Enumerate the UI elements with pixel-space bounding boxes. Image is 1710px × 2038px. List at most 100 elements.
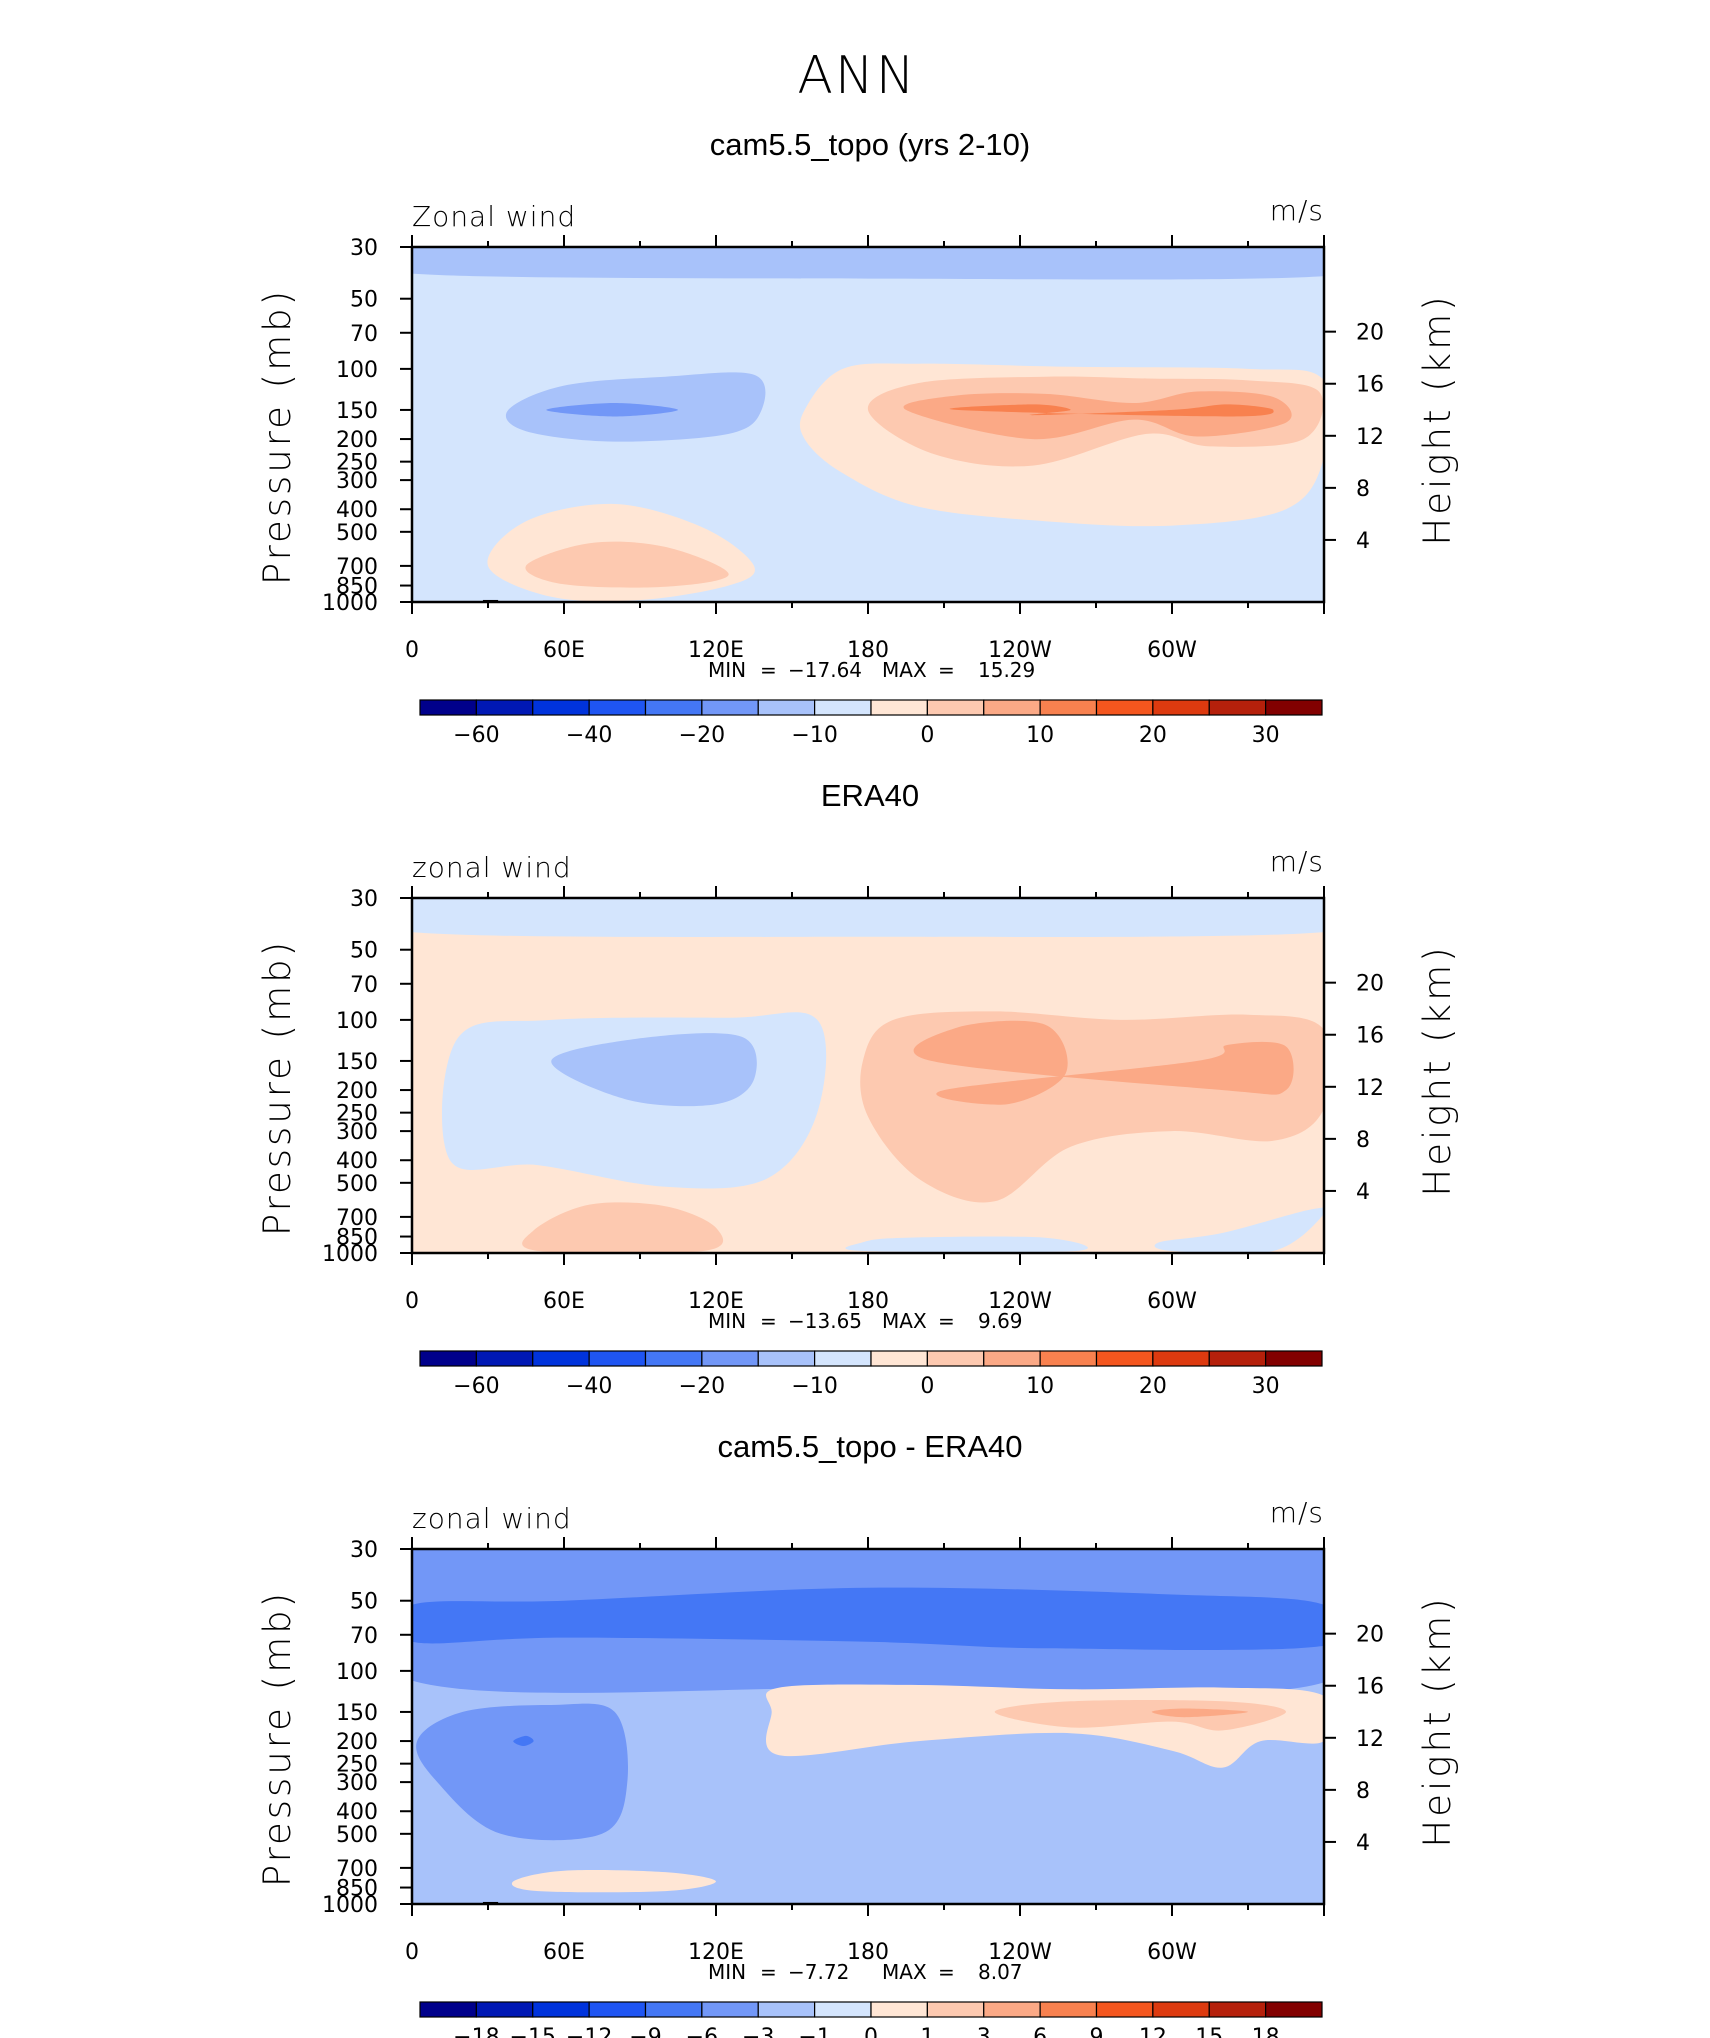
colorbar-box — [1095, 2001, 1154, 2018]
y-tick-label: 200 — [336, 428, 378, 453]
y2-tick-label: 8 — [1356, 1128, 1370, 1153]
colorbar-box — [814, 2001, 872, 2018]
colorbar-box — [926, 2001, 985, 2018]
equals-sign: = — [760, 1309, 777, 1333]
contour-region — [412, 1587, 1324, 1651]
y2-tick-label: 16 — [1356, 1024, 1384, 1049]
colorbar-box — [1208, 1350, 1267, 1367]
x-tick-label: 120E — [688, 638, 744, 663]
colorbar-label: 18 — [1252, 2025, 1280, 2038]
y-tick-label: 50 — [350, 939, 378, 964]
x-axis-ticks — [411, 886, 1325, 1265]
y2-tick-label: 12 — [1356, 1076, 1384, 1101]
y-tick-label: 400 — [336, 1800, 378, 1825]
min-label: MIN — [708, 1309, 746, 1333]
colorbar-box — [701, 2001, 759, 2018]
colorbar-box — [419, 1350, 477, 1367]
colorbar-box — [814, 699, 872, 716]
colorbar-box — [1152, 2001, 1210, 2018]
y-axis-ticks — [400, 246, 1336, 603]
colorbar-box — [1265, 699, 1323, 716]
equals-sign: = — [760, 658, 777, 682]
colorbar-label: −18 — [453, 2025, 499, 2038]
y-tick-label: 1000 — [322, 1242, 378, 1267]
colorbar-box — [1095, 1350, 1154, 1367]
colorbar-label: −12 — [566, 2025, 612, 2038]
colorbar-label: 20 — [1139, 723, 1167, 748]
x-tick-label: 60E — [543, 1940, 585, 1965]
y-tick-label: 300 — [336, 1771, 378, 1796]
variable-label: zonal wind — [412, 851, 572, 884]
y-tick-label: 250 — [336, 1102, 378, 1127]
y-tick-label: 150 — [336, 1050, 378, 1075]
x-tick-label: 60W — [1147, 1289, 1197, 1314]
y-tick-label: 70 — [350, 322, 378, 347]
colorbar-box — [870, 2001, 928, 2018]
x-tick-label: 0 — [405, 638, 419, 663]
colorbar-label: −60 — [453, 1374, 499, 1399]
x-axis-ticks — [411, 235, 1325, 614]
contour-region — [845, 1236, 1088, 1253]
min-label: MIN — [708, 1960, 746, 1984]
colorbar-box — [588, 2001, 647, 2018]
colorbar-label: −20 — [679, 723, 725, 748]
x-tick-label: 120W — [988, 1289, 1052, 1314]
max-value: 9.69 — [978, 1309, 1023, 1333]
y-tick-label: 850 — [336, 1877, 378, 1902]
colorbar-label: 0 — [920, 1374, 934, 1399]
colorbar-label: 3 — [977, 2025, 991, 2038]
panel-2: ERA40 zonal wind m/s 0 60E 120E 180 120W 60W MIN =… — [256, 778, 1459, 1399]
colorbar-label: 30 — [1252, 1374, 1280, 1399]
x-tick-label: 0 — [405, 1289, 419, 1314]
colorbar-label: −6 — [686, 2025, 718, 2038]
y-tick-label: 100 — [336, 358, 378, 383]
y-tick-label: 850 — [336, 575, 378, 600]
x-tick-label: 60W — [1147, 1940, 1197, 1965]
colorbar: −18 −15 −12 −9 −6 −3 −1 0 1 3 6 9 12 15 18 — [419, 2001, 1323, 2038]
x-tick-label: 60E — [543, 1289, 585, 1314]
y2-axis-title: Height (km) — [1416, 944, 1459, 1196]
colorbar-box — [701, 1350, 759, 1367]
y-tick-label: 1000 — [322, 1893, 378, 1918]
contour-region — [913, 1020, 1294, 1105]
x-tick-label: 0 — [405, 1940, 419, 1965]
y-tick-label: 70 — [350, 973, 378, 998]
y-tick-label: 500 — [336, 1172, 378, 1197]
y-axis-title: Pressure (mb) — [256, 939, 299, 1236]
colorbar-box — [588, 699, 647, 716]
y-tick-label: 700 — [336, 1206, 378, 1231]
colorbar-box — [644, 699, 703, 716]
colorbar-box — [1208, 2001, 1267, 2018]
y-axis-title: Pressure (mb) — [256, 1590, 299, 1887]
colorbar: −60 −40 −20 −10 0 10 20 30 — [419, 699, 1323, 748]
colorbar-box — [644, 1350, 703, 1367]
units-label: m/s — [1270, 194, 1324, 227]
colorbar-label: 20 — [1139, 1374, 1167, 1399]
contour-region — [522, 1202, 724, 1253]
y-axis-ticks — [400, 897, 1336, 1254]
colorbar-label: −3 — [742, 2025, 774, 2038]
y-tick-label: 300 — [336, 1120, 378, 1145]
colorbar-box — [644, 2001, 703, 2018]
figure-title: ANN — [797, 46, 916, 106]
colorbar-box — [757, 699, 816, 716]
colorbar-box — [870, 699, 928, 716]
y2-tick-label: 20 — [1356, 321, 1384, 346]
y-tick-label: 30 — [350, 236, 378, 261]
colorbar-label: −60 — [453, 723, 499, 748]
y2-tick-label: 4 — [1356, 1180, 1370, 1205]
y2-tick-label: 4 — [1356, 1831, 1370, 1856]
min-value: −17.64 — [788, 658, 862, 682]
max-label: MAX — [882, 1309, 927, 1333]
y-tick-label: 50 — [350, 1590, 378, 1615]
contour-field — [412, 1549, 1324, 1904]
y2-axis-title: Height (km) — [1416, 1595, 1459, 1847]
colorbar-box — [757, 2001, 816, 2018]
y-tick-label: 30 — [350, 887, 378, 912]
y-tick-label: 500 — [336, 1823, 378, 1848]
x-tick-label: 180 — [847, 1289, 889, 1314]
y2-tick-label: 20 — [1356, 1623, 1384, 1648]
equals-sign: = — [938, 658, 955, 682]
contour-region — [416, 1703, 629, 1841]
panel-title: cam5.5_topo - ERA40 — [717, 1429, 1022, 1464]
